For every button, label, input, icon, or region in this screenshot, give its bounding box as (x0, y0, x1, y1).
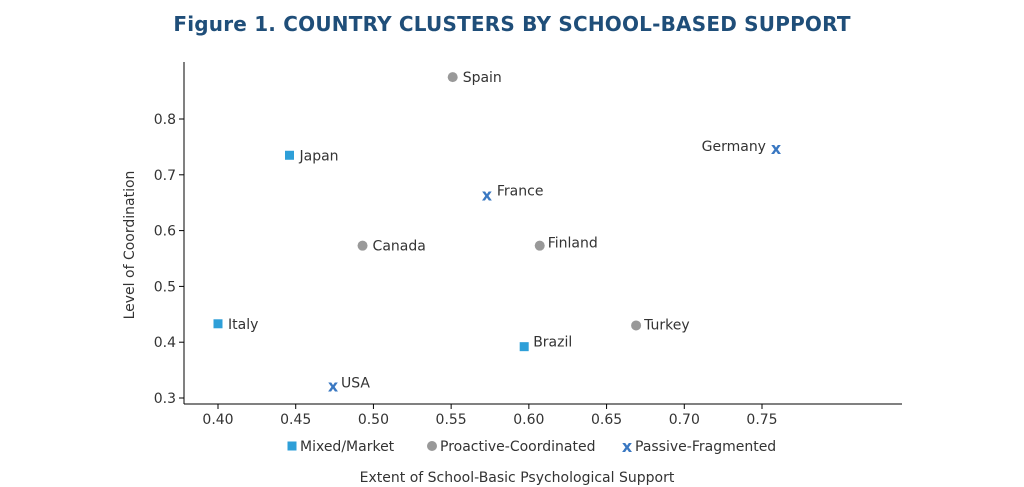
point-turkey-marker (631, 320, 642, 331)
legend-proactive-coordinated-label: Proactive-Coordinated (440, 439, 595, 455)
point-japan-label: Japan (298, 148, 338, 164)
axes (183, 62, 902, 405)
y-tick-label: 0.4 (154, 335, 176, 351)
point-italy-label: Italy (228, 317, 258, 333)
y-tick-label: 0.3 (154, 391, 176, 407)
point-finland-label: Finland (548, 236, 598, 252)
x-tick-label: 0.45 (280, 412, 311, 428)
y-axis-label: Level of Coordination (122, 171, 138, 320)
point-usa-marker: x (328, 377, 339, 396)
point-brazil-label: Brazil (533, 335, 572, 351)
x-tick-label: 0.60 (513, 412, 544, 428)
point-germany-marker: x (771, 139, 782, 158)
x-axis-ticks: 0.40 0.45 0.50 0.55 0.60 0.65 0.70 0.75 (202, 404, 778, 428)
y-tick-label: 0.6 (154, 224, 176, 240)
data-points: Japan Italy Brazil Spain Canada Finland Turkey… (213, 70, 782, 396)
legend-mixed-market-marker (287, 441, 297, 451)
point-turkey-label: Turkey (643, 317, 690, 333)
point-spain-label: Spain (463, 70, 502, 86)
point-france-label: France (497, 183, 544, 199)
x-tick-label: 0.50 (358, 412, 389, 428)
legend-passive-fragmented-label: Passive-Fragmented (635, 439, 776, 455)
point-finland-marker (534, 240, 545, 251)
point-germany-label: Germany (702, 139, 766, 155)
x-tick-label: 0.65 (591, 412, 622, 428)
chart-title: Figure 1. COUNTRY CLUSTERS BY SCHOOL-BAS… (173, 12, 851, 36)
x-tick-label: 0.75 (746, 412, 777, 428)
point-canada-marker (357, 240, 368, 251)
y-tick-label: 0.5 (154, 279, 176, 295)
x-tick-label: 0.70 (669, 412, 700, 428)
x-axis-label: Extent of School-Basic Psychological Sup… (360, 470, 675, 486)
x-tick-label: 0.40 (202, 412, 233, 428)
point-japan-marker (284, 150, 294, 160)
legend-passive-fragmented-marker: x (622, 437, 633, 456)
legend-mixed-market-label: Mixed/Market (300, 439, 395, 455)
point-canada-label: Canada (373, 239, 426, 255)
point-usa-label: USA (341, 376, 370, 392)
point-spain-marker (447, 72, 458, 83)
point-france-marker: x (482, 185, 493, 204)
point-brazil-marker (519, 342, 529, 352)
legend: Mixed/Market Proactive-Coordinated x Passiv… (287, 437, 776, 456)
point-italy-marker (213, 319, 223, 329)
y-tick-label: 0.7 (154, 168, 176, 184)
x-tick-label: 0.55 (436, 412, 467, 428)
legend-proactive-coordinated-marker (427, 441, 437, 451)
y-tick-label: 0.8 (154, 112, 176, 128)
y-axis-ticks: 0.3 0.4 0.5 0.6 0.7 0.8 (154, 112, 184, 407)
